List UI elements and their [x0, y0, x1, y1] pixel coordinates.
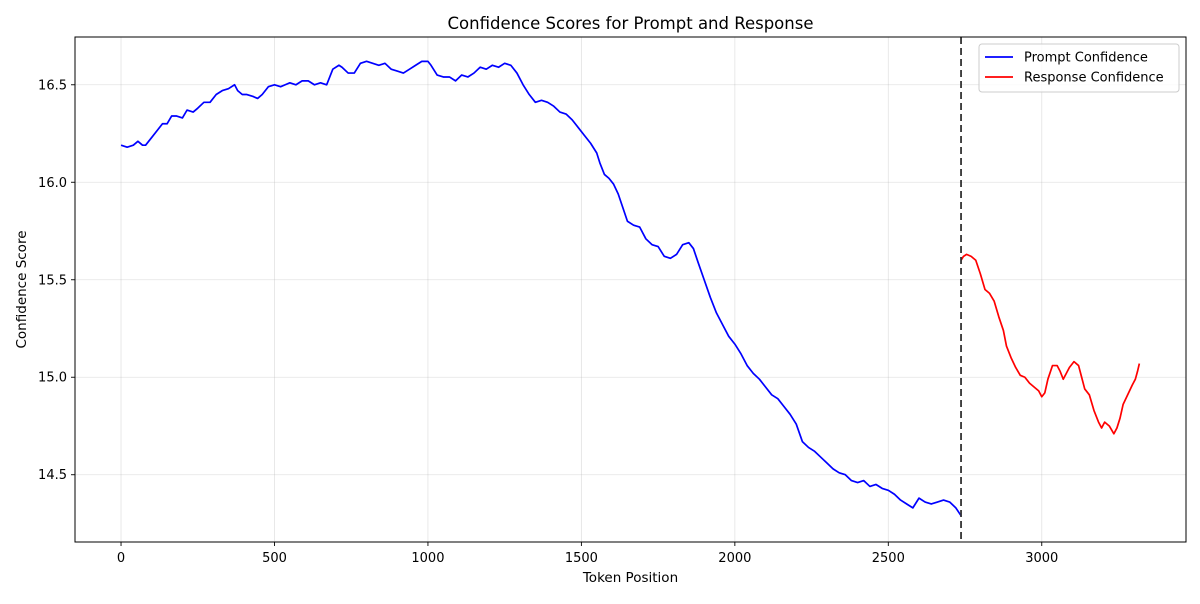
x-tick-label: 0	[117, 551, 125, 566]
grid	[75, 37, 1186, 542]
series-line-0	[120, 60, 962, 517]
y-tick-label: 16.0	[38, 176, 67, 191]
legend: Prompt Confidence Response Confidence	[978, 43, 1180, 93]
x-tick-label: 2500	[872, 551, 905, 566]
plot-area-frame	[74, 36, 1187, 543]
x-tick-label: 1500	[565, 551, 598, 566]
x-axis-label: Token Position	[582, 570, 678, 586]
legend-label-response: Response Confidence	[1024, 71, 1164, 86]
y-tick-label: 15.0	[38, 371, 67, 386]
y-axis-label: Confidence Score	[14, 230, 30, 348]
axis-ticks: 0 500 1000 1500 2000 2500 3000 14.5 15.0 15.5 16.0…	[38, 78, 1058, 566]
series-line-1	[960, 253, 1141, 435]
chart-title: Confidence Scores for Prompt and Respons…	[448, 14, 814, 33]
x-tick-label: 1000	[411, 551, 444, 566]
y-tick-label: 16.5	[38, 78, 67, 93]
x-tick-label: 3000	[1025, 551, 1058, 566]
x-tick-label: 500	[262, 551, 287, 566]
y-tick-label: 15.5	[38, 273, 67, 288]
y-tick-label: 14.5	[38, 468, 67, 483]
series-lines	[120, 60, 1141, 517]
x-tick-label: 2000	[718, 551, 751, 566]
legend-label-prompt: Prompt Confidence	[1024, 51, 1148, 66]
legend-box	[978, 43, 1180, 93]
